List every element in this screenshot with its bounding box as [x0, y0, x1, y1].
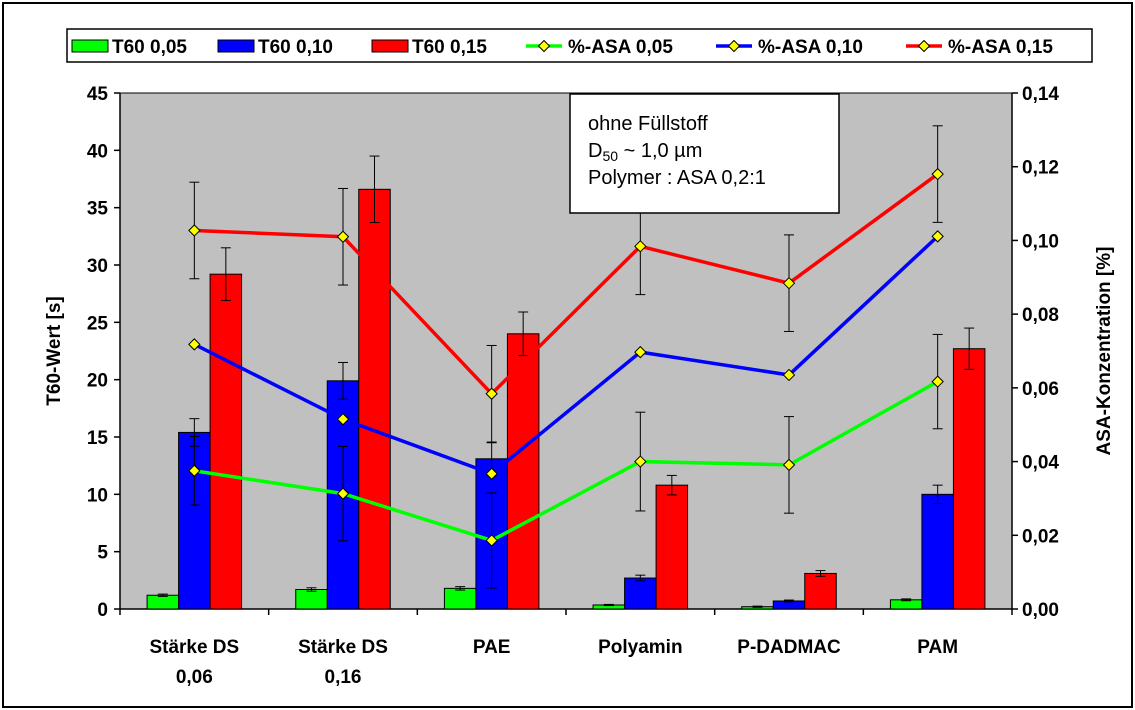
- bar: [655, 484, 689, 610]
- bar: [146, 594, 180, 610]
- y2-tick-label: 0,10: [1022, 231, 1059, 252]
- bar: [804, 572, 837, 610]
- y2-axis-title: ASA-Konzentration [%]: [1094, 247, 1115, 456]
- annotation-line: ohne Füllstoff: [588, 113, 708, 135]
- bar: [506, 333, 540, 610]
- legend-marker: [917, 39, 931, 53]
- y-tick-label: 35: [87, 199, 109, 220]
- line-point: [485, 467, 498, 480]
- line-point: [188, 224, 201, 237]
- line-point: [188, 338, 201, 351]
- bar: [624, 577, 657, 610]
- y2-tick-label: 0,00: [1022, 600, 1059, 621]
- line-point: [634, 455, 647, 468]
- x-tick-label: 0,16: [325, 667, 362, 688]
- x-tick-label: Stärke DS: [149, 637, 239, 658]
- y-tick-label: 20: [87, 371, 108, 392]
- line-series: [194, 380, 939, 543]
- annotation-line: Polymer : ASA 0,2:1: [588, 167, 766, 189]
- line-point: [931, 230, 944, 243]
- line-point: [336, 230, 350, 243]
- legend-label: T60 0,15: [412, 37, 487, 58]
- line-point: [188, 464, 201, 477]
- plot-area: [119, 92, 1013, 610]
- y-tick-label: 30: [87, 256, 108, 277]
- legend-label: T60 0,10: [258, 37, 333, 58]
- x-tick-label: Stärke DS: [298, 637, 388, 658]
- line-point: [336, 412, 350, 426]
- bar: [443, 587, 477, 610]
- legend-marker: [537, 39, 551, 53]
- line-point: [782, 458, 796, 472]
- legend-label: %-ASA 0,15: [948, 37, 1053, 58]
- legend-label: %-ASA 0,05: [568, 37, 673, 58]
- bar: [921, 493, 954, 610]
- line-point: [931, 167, 944, 181]
- legend-swatch: [217, 39, 255, 53]
- y-axis-title: T60-Wert [s]: [44, 296, 65, 405]
- y-tick-label: 10: [87, 485, 108, 506]
- x-tick-label: Polyamin: [598, 637, 682, 658]
- legend-label: T60 0,05: [112, 37, 187, 58]
- y-tick-label: 40: [87, 141, 108, 162]
- line-point: [634, 345, 647, 359]
- annotation-box: [569, 93, 840, 214]
- bar: [209, 273, 243, 610]
- line-point: [634, 240, 647, 253]
- legend-marker: [727, 39, 741, 53]
- line-series: [194, 172, 939, 397]
- x-tick-label: P-DADMAC: [737, 637, 841, 658]
- y2-tick-label: 0,06: [1022, 379, 1059, 400]
- y2-tick-label: 0,02: [1022, 526, 1059, 547]
- y2-tick-label: 0,08: [1022, 305, 1059, 326]
- y-tick-label: 0: [97, 600, 108, 621]
- bar: [358, 188, 391, 610]
- y2-tick-label: 0,14: [1022, 84, 1059, 105]
- legend-swatch: [371, 39, 409, 53]
- line-point: [782, 368, 796, 382]
- legend-label: %-ASA 0,10: [758, 37, 863, 58]
- line-series: [193, 235, 939, 476]
- bar: [952, 348, 986, 610]
- legend-swatch: [71, 39, 109, 53]
- line-point: [782, 276, 796, 290]
- y2-tick-label: 0,04: [1022, 453, 1059, 474]
- x-tick-label: PAE: [473, 637, 511, 658]
- bar: [295, 589, 328, 610]
- annotation-line: D50 ~ 1,0 µm: [588, 140, 702, 164]
- y-tick-label: 45: [87, 84, 109, 105]
- line-point: [931, 375, 944, 388]
- x-tick-label: 0,06: [176, 667, 213, 688]
- y-tick-label: 15: [87, 428, 109, 449]
- y2-tick-label: 0,12: [1022, 158, 1059, 179]
- y-tick-label: 25: [87, 313, 109, 334]
- line-point: [336, 487, 350, 500]
- x-tick-label: PAM: [917, 637, 958, 658]
- y-tick-label: 5: [97, 543, 108, 564]
- line-point: [485, 387, 498, 400]
- line-point: [485, 534, 498, 547]
